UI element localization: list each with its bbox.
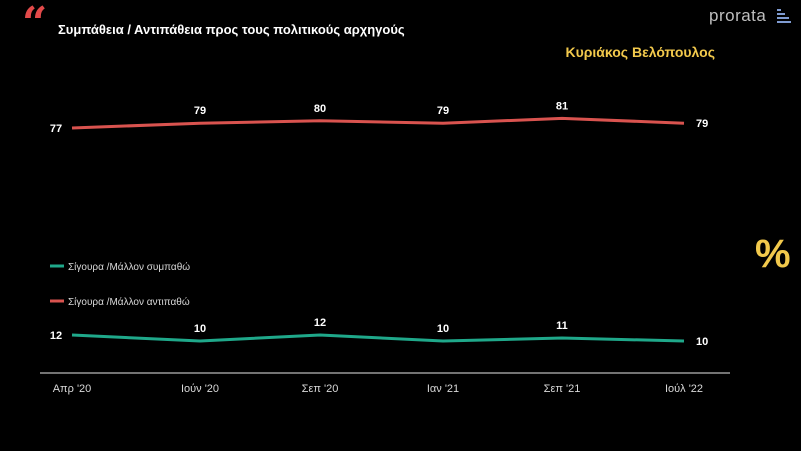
- series-line-dislike: [71, 116, 685, 130]
- value-label-like-3: 10: [437, 323, 449, 335]
- quote-icon: “: [22, 0, 47, 49]
- value-label-dislike-1: 79: [194, 105, 206, 117]
- prorata-bars-icon: [777, 9, 791, 23]
- series-layer: [71, 116, 685, 343]
- value-label-dislike-3: 79: [437, 105, 449, 117]
- value-label-like-2: 12: [314, 317, 326, 329]
- legend: Σίγουρα /Μάλλον συμπαθώ Σίγουρα /Μάλλον …: [50, 261, 190, 308]
- value-labels: 12 10 12 10 11 10 77 79 80 79 81 79: [50, 100, 708, 348]
- percent-badge: %: [755, 232, 791, 276]
- value-label-like-4: 11: [556, 320, 568, 332]
- value-label-like-1: 10: [194, 323, 206, 335]
- value-label-like-0: 12: [50, 330, 62, 342]
- legend-label-like: Σίγουρα /Μάλλον συμπαθώ: [68, 261, 190, 273]
- x-tick-label-1: Ιούν '20: [181, 383, 219, 395]
- chart-title: Συμπάθεια / Αντιπάθεια προς τους πολιτικ…: [58, 22, 405, 37]
- legend-label-dislike: Σίγουρα /Μάλλον αντιπαθώ: [68, 296, 190, 308]
- series-line-like: [71, 333, 685, 343]
- person-name: Κυριάκος Βελόπουλος: [565, 44, 716, 60]
- value-label-dislike-2: 80: [314, 103, 326, 115]
- x-tick-label-0: Απρ '20: [53, 383, 92, 395]
- value-label-dislike-0: 77: [50, 123, 62, 135]
- x-tick-label-4: Σεπ '21: [544, 383, 581, 395]
- value-label-dislike-4: 81: [556, 100, 568, 112]
- brand-logo: prorata: [709, 6, 767, 25]
- value-label-dislike-5: 79: [696, 118, 708, 130]
- value-label-like-5: 10: [696, 336, 708, 348]
- x-tick-label-5: Ιούλ '22: [665, 383, 703, 395]
- x-tick-label-3: Ιαν '21: [427, 383, 459, 395]
- x-tick-labels: Απρ '20 Ιούν '20 Σεπ '20 Ιαν '21 Σεπ '21 Ιούλ…: [53, 383, 703, 395]
- x-tick-label-2: Σεπ '20: [302, 383, 339, 395]
